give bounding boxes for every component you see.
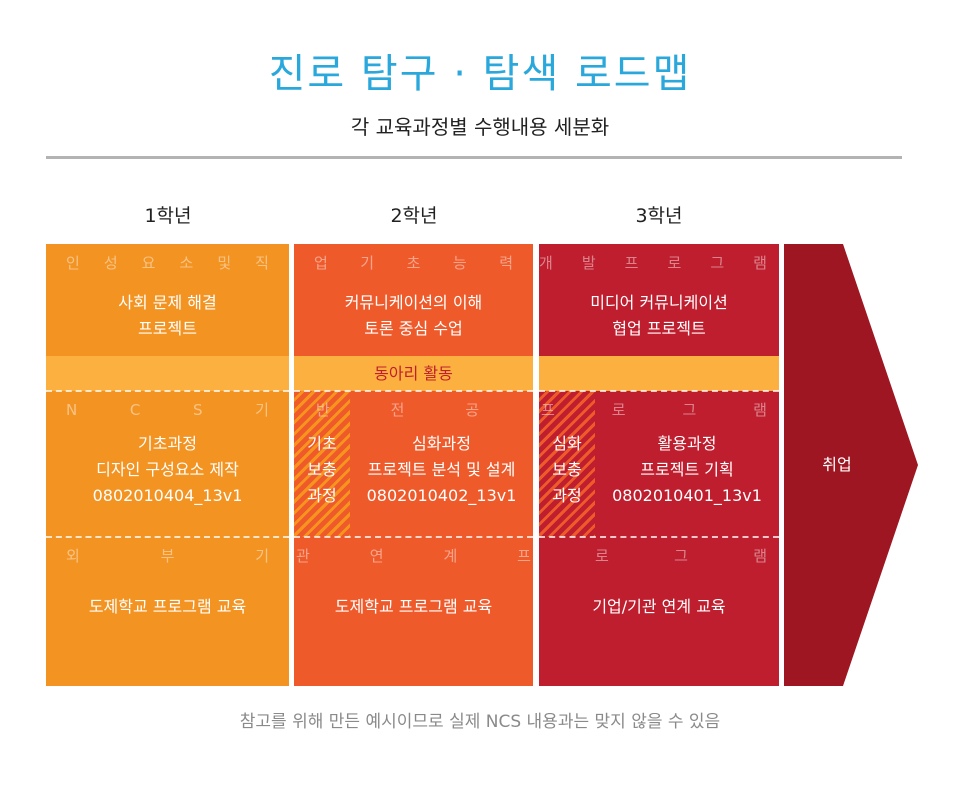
ncs-content: 기초과정 디자인 구성요소 제작 0802010404_13v1 bbox=[92, 434, 243, 505]
external-band: 관 연 계 프 도제학교 프로그램 교육 bbox=[294, 537, 533, 686]
ncs-band: N C S 기 기초과정 디자인 구성요소 제작 0802010404_13v1 bbox=[46, 391, 289, 537]
supplement-hatch: 기초 보충 과정 bbox=[294, 391, 350, 537]
supplement-label: 기초 보충 과정 bbox=[307, 434, 337, 505]
ncs-content: 심화과정 프로젝트 분석 및 설계 0802010402_13v1 bbox=[366, 434, 517, 505]
personality-row-label: 개 발 프 로 그 램 bbox=[539, 254, 767, 272]
outcome-arrow: 취업 bbox=[784, 244, 918, 686]
arrow-shape-icon bbox=[784, 244, 918, 686]
personality-content: 커뮤니케이션의 이해 토론 중심 수업 bbox=[344, 293, 483, 338]
external-band: 외 부 기 도제학교 프로그램 교육 bbox=[46, 537, 289, 686]
page-title: 진로 탐구 · 탐색 로드맵 bbox=[268, 51, 692, 97]
band-divider bbox=[294, 390, 533, 392]
personality-band: 업 기 초 능 력 커뮤니케이션의 이해 토론 중심 수업 bbox=[294, 244, 533, 356]
external-row-label: 외 부 기 bbox=[66, 547, 269, 565]
personality-content: 사회 문제 해결 프로젝트 bbox=[118, 293, 217, 338]
band-divider bbox=[539, 536, 779, 538]
personality-band: 개 발 프 로 그 램 미디어 커뮤니케이션 협업 프로젝트 bbox=[539, 244, 779, 356]
band-divider bbox=[46, 390, 289, 392]
grade3-column: 개 발 프 로 그 램 미디어 커뮤니케이션 협업 프로젝트 심화 보충 과정 … bbox=[539, 244, 779, 686]
club-band bbox=[539, 356, 779, 391]
club-band: 동아리 활동 bbox=[294, 356, 533, 391]
grade-label-2: 2학년 bbox=[390, 205, 438, 227]
supplement-label: 심화 보충 과정 bbox=[552, 434, 582, 505]
personality-row-label: 업 기 초 능 력 bbox=[314, 254, 513, 272]
header-divider bbox=[46, 156, 902, 159]
supplement-hatch: 심화 보충 과정 bbox=[539, 391, 595, 537]
ncs-row-label: 프 로 그 램 bbox=[541, 401, 767, 419]
personality-content: 미디어 커뮤니케이션 협업 프로젝트 bbox=[590, 293, 728, 338]
band-divider bbox=[539, 390, 779, 392]
ncs-row-label: N C S 기 bbox=[66, 401, 269, 419]
club-activity-label: 동아리 활동 bbox=[374, 364, 453, 383]
external-row-label: 관 연 계 프 bbox=[296, 547, 531, 565]
page-subtitle: 각 교육과정별 수행내용 세분화 bbox=[350, 115, 610, 139]
grade-label-3: 3학년 bbox=[635, 205, 683, 227]
band-divider bbox=[46, 536, 289, 538]
ncs-content: 활용과정 프로젝트 기획 0802010401_13v1 bbox=[612, 434, 762, 505]
ncs-band: 반 전 공 심화과정 프로젝트 분석 및 설계 0802010402_13v1 bbox=[294, 391, 533, 537]
external-content: 도제학교 프로그램 교육 bbox=[334, 597, 493, 616]
footer-note: 참고를 위해 만든 예시이므로 실제 NCS 내용과는 맞지 않을 수 있음 bbox=[239, 712, 721, 732]
personality-row-label: 인 성 요 소 및 직 bbox=[66, 254, 269, 272]
grade1-column: 인 성 요 소 및 직 사회 문제 해결 프로젝트 N C S 기 기초과정 디… bbox=[46, 244, 289, 686]
external-content: 도제학교 프로그램 교육 bbox=[88, 597, 247, 616]
band-divider bbox=[294, 536, 533, 538]
ncs-band: 프 로 그 램 활용과정 프로젝트 기획 0802010401_13v1 bbox=[539, 391, 779, 537]
employment-label: 취업 bbox=[822, 455, 852, 474]
club-band bbox=[46, 356, 289, 391]
personality-band: 인 성 요 소 및 직 사회 문제 해결 프로젝트 bbox=[46, 244, 289, 356]
ncs-row-label: 반 전 공 bbox=[316, 401, 479, 419]
grade-label-1: 1학년 bbox=[144, 205, 192, 227]
external-row-label: 로 그 램 bbox=[595, 547, 767, 565]
external-band: 로 그 램 기업/기관 연계 교육 bbox=[539, 537, 779, 686]
grade2-column: 업 기 초 능 력 커뮤니케이션의 이해 토론 중심 수업 동아리 활동 기초 … bbox=[294, 244, 533, 686]
external-content: 기업/기관 연계 교육 bbox=[592, 597, 726, 616]
